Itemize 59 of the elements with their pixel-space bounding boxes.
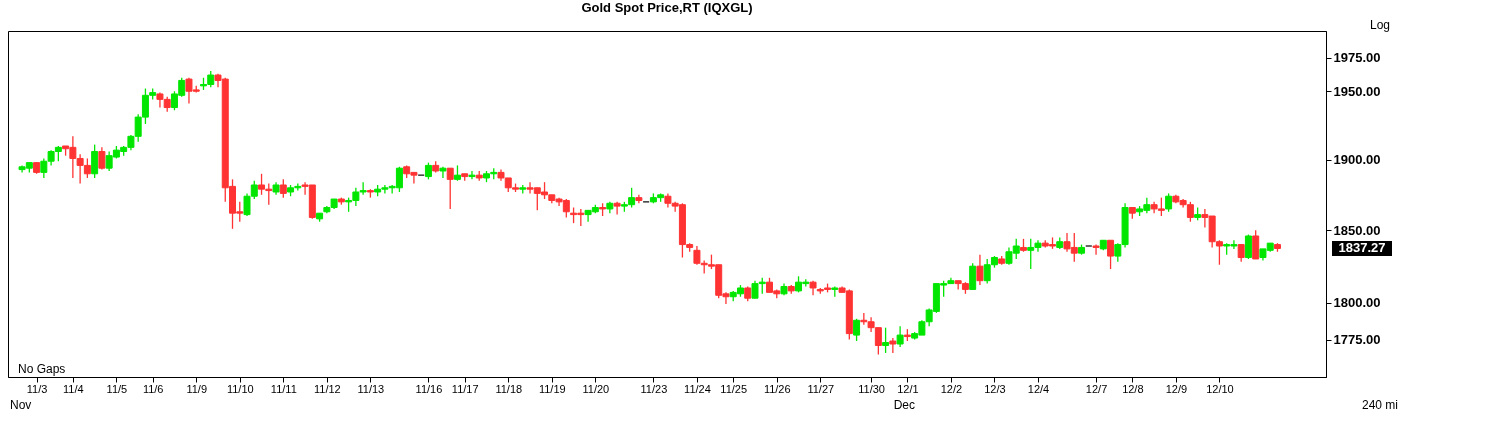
x-tick-label: 11/12 (313, 382, 341, 395)
candlestick (976, 253, 984, 286)
y-tick-label: 1850.00 (1333, 222, 1381, 238)
x-tick-label: 12/4 (1027, 382, 1050, 395)
candlestick (1165, 192, 1173, 213)
x-tick-label: 11/30 (858, 382, 885, 395)
candlestick (969, 262, 977, 291)
candlestick (889, 337, 897, 354)
candlestick (1244, 233, 1252, 260)
y-tick-label: 1775.00 (1333, 332, 1381, 348)
candlestick (279, 178, 287, 199)
x-tick-label: 11/25 (720, 382, 748, 395)
x-tick-label: 11/27 (807, 382, 835, 395)
candlestick (98, 146, 106, 171)
x-tick-label: 12/1 (897, 382, 919, 395)
y-tick-label: 1975.00 (1333, 50, 1381, 66)
x-tick-label: 11/18 (495, 382, 523, 395)
x-tick-label: 11/3 (26, 382, 48, 395)
x-tick-label: 12/3 (984, 382, 1006, 395)
x-tick-label: 12/10 (1206, 382, 1234, 395)
x-tick-label: 12/8 (1122, 382, 1144, 395)
candlestick (1092, 243, 1100, 256)
candlestick (439, 166, 447, 179)
annotation: No Gaps (18, 362, 66, 376)
x-tick-label: 11/13 (357, 382, 385, 395)
candlestick (446, 167, 454, 210)
x-tick-label: 11/5 (106, 382, 128, 395)
text: 240 mi (1361, 398, 1398, 412)
candlestick (1252, 229, 1260, 260)
x-tick-label: 11/11 (270, 382, 297, 395)
chart-title: Gold Spot Price,RT (IQXGL) (581, 0, 753, 15)
x-tick-label: 11/6 (142, 382, 164, 395)
x-tick-label: 11/20 (582, 382, 610, 395)
candlestick (896, 325, 904, 348)
text: 1837.27 (1338, 240, 1386, 256)
x-tick-label: 11/26 (763, 382, 791, 395)
candlestick (613, 201, 621, 216)
candlestick (91, 143, 99, 179)
x-tick-label: 11/4 (63, 382, 84, 395)
candlestick (1107, 239, 1115, 270)
candlestick (853, 318, 861, 342)
y-tick-label: 1950.00 (1333, 83, 1381, 99)
y-tick-label: 1800.00 (1333, 295, 1381, 311)
x-tick-label: 12/2 (940, 382, 963, 395)
x-tick-label: 11/10 (226, 382, 254, 395)
x-tick-label: 11/24 (684, 382, 711, 395)
x-tick-label: 11/17 (451, 382, 479, 395)
x-tick-label: 12/9 (1165, 382, 1188, 395)
candlestick (882, 327, 890, 354)
x-tick-label: 12/7 (1085, 382, 1108, 395)
x-tick-label: 11/23 (640, 382, 668, 395)
x-tick-label: 11/16 (415, 382, 443, 395)
x-tick-label: 11/9 (186, 382, 208, 395)
text: Log (1369, 18, 1390, 32)
x-tick-label: 11/19 (538, 382, 566, 395)
y-tick-label: 1900.00 (1333, 152, 1381, 168)
text: Dec (893, 398, 916, 412)
candlestick (468, 170, 476, 181)
text: Nov (10, 398, 32, 412)
